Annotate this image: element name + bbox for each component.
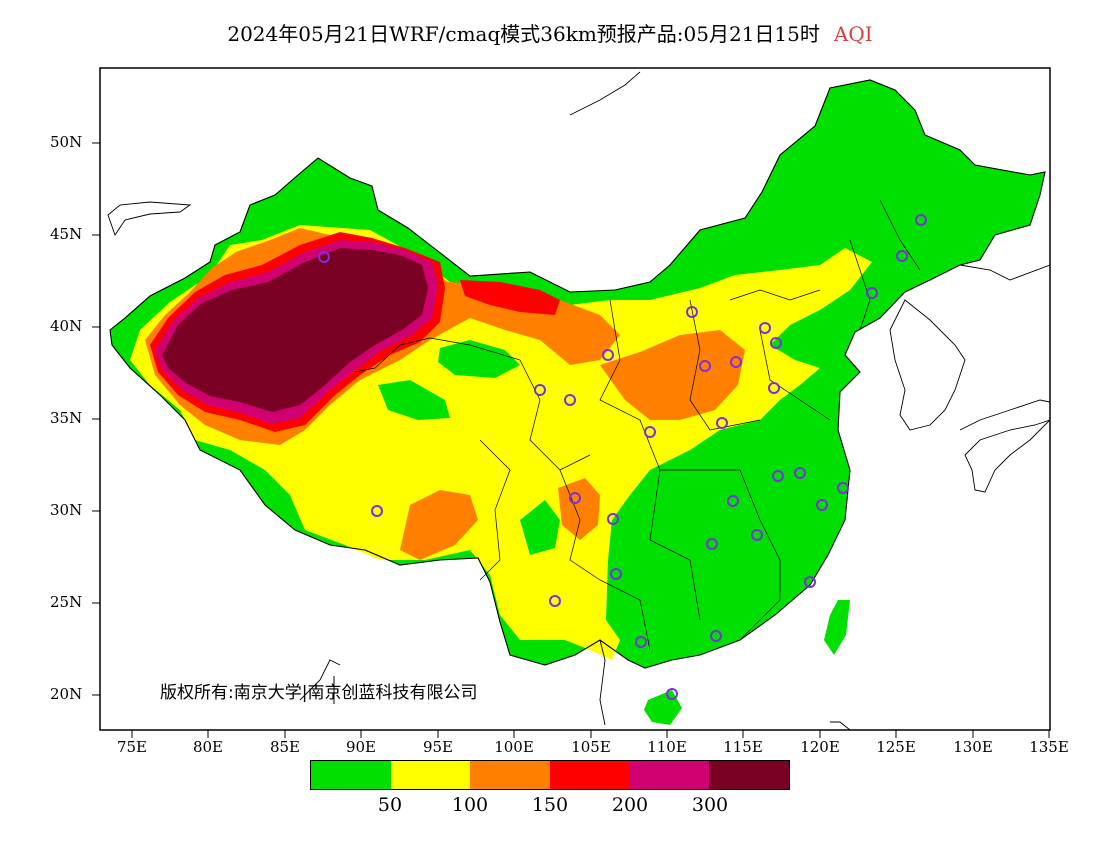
title-main: 2024年05月21日WRF/cmaq模式36km预报产品:05月21日15时 (227, 22, 820, 46)
legend-tick-200: 200 (611, 794, 649, 816)
province-boundaries (354, 199, 921, 651)
legend-tick-50: 50 (377, 794, 403, 816)
title-variable: AQI (833, 22, 873, 46)
station-marker (666, 688, 678, 700)
station-marker (686, 306, 698, 318)
lat-label-25n: 25N (50, 593, 83, 611)
region-usg-sichuan (558, 478, 600, 540)
station-marker (772, 470, 784, 482)
legend-tick-100: 100 (451, 794, 489, 816)
lon-label-115e: 115E (723, 738, 763, 756)
station-marker (549, 595, 561, 607)
axis-ticks (92, 142, 1050, 738)
map-content (110, 80, 1045, 725)
station-marker (699, 360, 711, 372)
station-marker (804, 576, 816, 588)
station-marker (816, 499, 828, 511)
region-unhealthy-gansu (460, 280, 560, 315)
region-hazardous (162, 248, 428, 412)
lat-label-40n: 40N (50, 317, 83, 335)
station-marker (607, 513, 619, 525)
lon-label-100e: 100E (494, 738, 534, 756)
legend-swatch-hazardous (709, 761, 790, 789)
station-marker (896, 250, 908, 262)
station-marker (602, 349, 614, 361)
station-marker (759, 322, 771, 334)
station-markers (318, 214, 927, 700)
legend-swatch-moderate (390, 761, 471, 789)
station-marker (564, 394, 576, 406)
station-marker (635, 636, 647, 648)
region-taiwan (824, 600, 850, 655)
lon-label-125e: 125E (876, 738, 916, 756)
lat-label-50n: 50N (50, 133, 83, 151)
station-marker (371, 505, 383, 517)
lat-label-30n: 30N (50, 501, 83, 519)
china-outline (109, 79, 1046, 669)
region-good-patch-tibet (378, 380, 450, 420)
legend-swatch-unhealthy (550, 761, 630, 789)
station-marker (915, 214, 927, 226)
station-marker (770, 337, 782, 349)
station-marker (706, 538, 718, 550)
station-marker (710, 630, 722, 642)
station-marker (794, 467, 806, 479)
station-marker (866, 287, 878, 299)
lon-label-135e: 135E (1029, 738, 1069, 756)
lon-label-75e: 75E (116, 738, 148, 756)
legend-tick-150: 150 (531, 794, 569, 816)
station-marker (610, 568, 622, 580)
station-marker (534, 384, 546, 396)
region-good-patch-sichuan (520, 500, 560, 555)
station-marker (837, 482, 849, 494)
region-good-patch-qinghai (438, 340, 520, 378)
station-marker (730, 356, 742, 368)
lon-label-85e: 85E (269, 738, 301, 756)
lon-label-80e: 80E (192, 738, 224, 756)
lon-label-90e: 90E (345, 738, 377, 756)
station-marker (727, 495, 739, 507)
map-frame (99, 67, 1051, 731)
lon-label-120e: 120E (800, 738, 840, 756)
legend-swatch-unhealthy-sensitive (470, 761, 551, 789)
lon-label-130e: 130E (953, 738, 993, 756)
aqi-legend-bar (310, 760, 790, 790)
legend-swatch-good (311, 761, 391, 789)
station-marker (751, 529, 763, 541)
station-marker (569, 492, 581, 504)
lat-label-35n: 35N (50, 409, 83, 427)
station-marker (768, 382, 780, 394)
legend-swatch-very-unhealthy (629, 761, 710, 789)
station-marker (644, 426, 656, 438)
neighbor-coastlines (107, 71, 1050, 730)
station-marker (318, 251, 330, 263)
lon-label-105e: 105E (571, 738, 611, 756)
legend-tick-300: 300 (691, 794, 729, 816)
region-usg-tibet (400, 490, 478, 560)
lon-label-95e: 95E (422, 738, 454, 756)
copyright-text: 版权所有:南京大学|南京创蓝科技有限公司 (160, 683, 478, 703)
lat-label-20n: 20N (50, 685, 83, 703)
map-title: 2024年05月21日WRF/cmaq模式36km预报产品:05月21日15时 A… (0, 18, 1100, 47)
region-usg-north (600, 330, 745, 420)
station-marker (716, 417, 728, 429)
lat-label-45n: 45N (50, 225, 83, 243)
lon-label-110e: 110E (647, 738, 687, 756)
